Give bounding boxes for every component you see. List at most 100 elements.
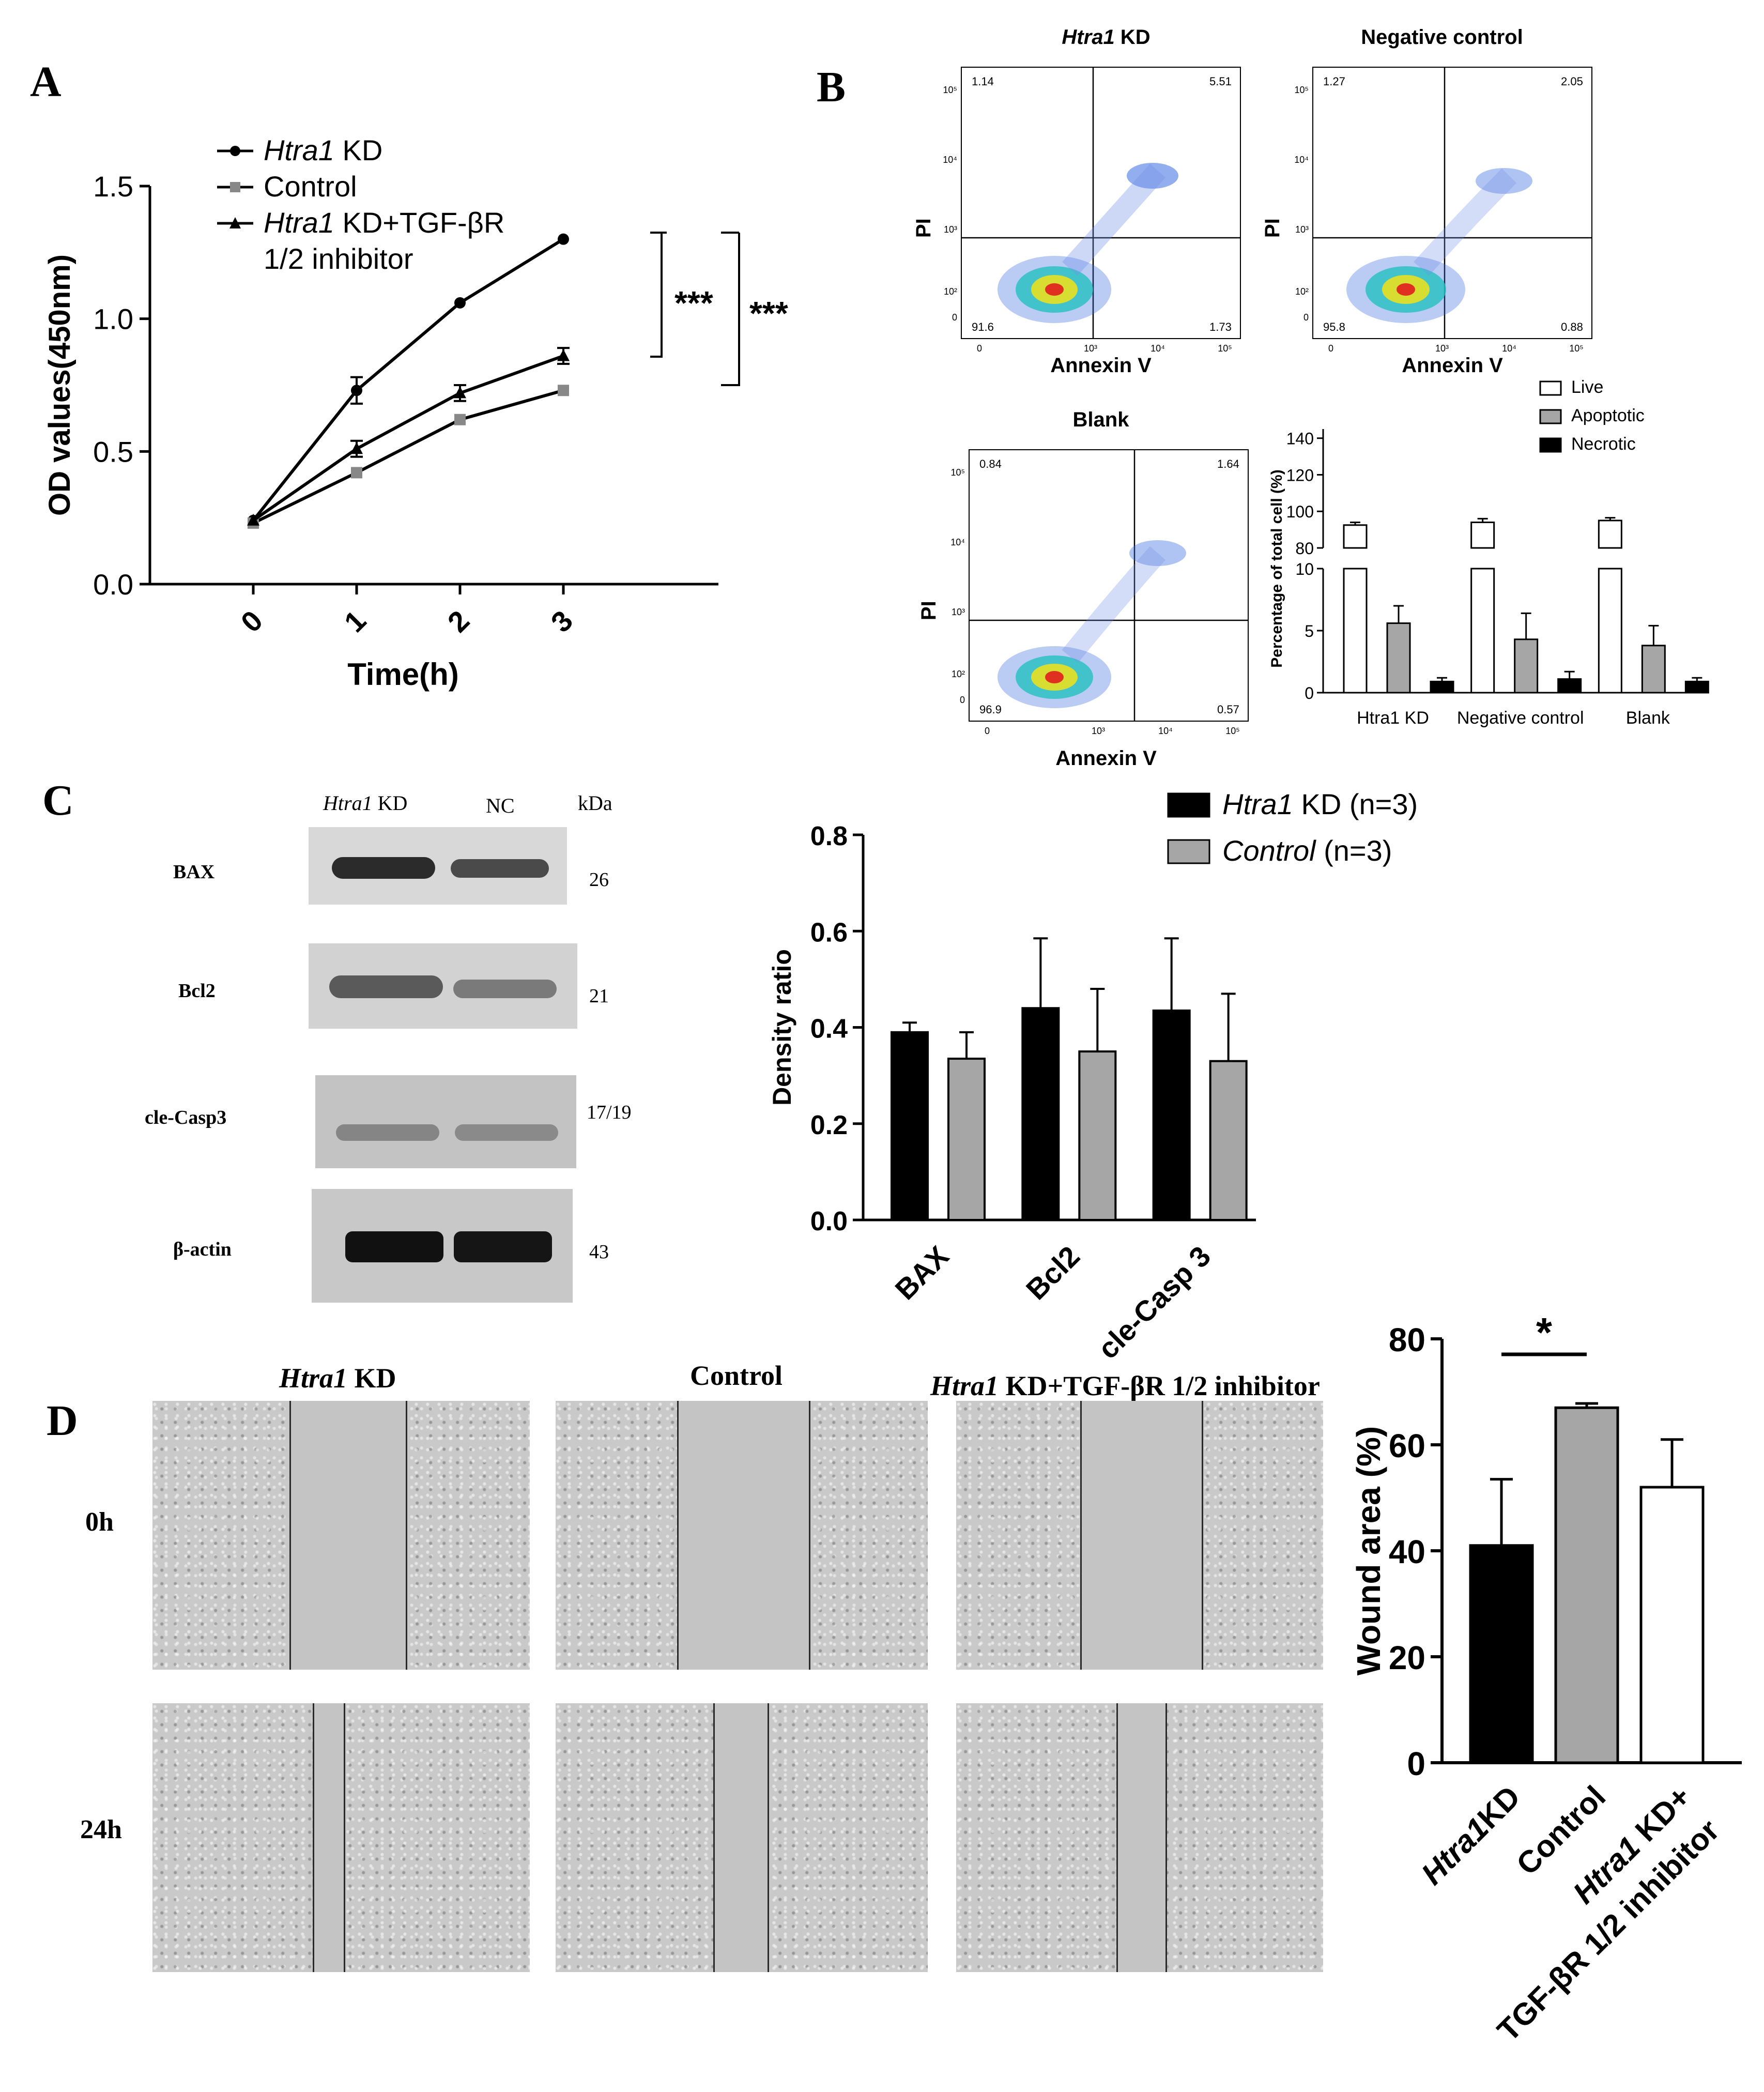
b-y-tick-label: 80 [1295, 539, 1314, 558]
d-y-tick-label: 20 [1389, 1639, 1425, 1676]
micrograph-control-24h [556, 1703, 928, 1972]
c-bar [1021, 1007, 1060, 1221]
a-point [454, 414, 466, 425]
legend-a-1: Htra1 KD [264, 134, 382, 166]
b-x-tick-label: Negative control [1457, 708, 1584, 728]
c-x-tick-label: BAX [888, 1240, 955, 1306]
d-y-tick-label: 40 [1389, 1533, 1425, 1570]
svg-text:0: 0 [1303, 312, 1309, 323]
svg-text:95.8: 95.8 [1323, 320, 1345, 333]
row-label-0h: 0h [85, 1507, 114, 1537]
svg-text:10³: 10³ [1435, 343, 1449, 354]
svg-text:0.84: 0.84 [979, 457, 1002, 470]
a-y-tick-label: 0.0 [93, 568, 133, 601]
b-bar [1514, 638, 1539, 694]
a-point [351, 467, 362, 479]
sig-bracket-a1 [650, 232, 667, 358]
a-y-tick-label: 1.0 [93, 303, 133, 335]
svg-text:PI: PI [912, 218, 935, 238]
panel-letter-d: D [47, 1397, 78, 1445]
b-bar [1430, 680, 1454, 694]
legend-a-3b: 1/2 inhibitor [264, 242, 413, 275]
a-point [350, 442, 363, 454]
column-title-control: Control [690, 1360, 783, 1391]
svg-text:10⁵: 10⁵ [1218, 343, 1232, 354]
blot-header-kda: kDa [578, 791, 612, 815]
svg-text:0: 0 [960, 695, 965, 705]
chart-c: 0.0 0.2 0.4 0.6 0.8 Density ratio BAX Bcl2 cle-C… [768, 788, 1418, 1365]
b-bar [1557, 678, 1582, 694]
blot-size-bax: 26 [589, 869, 609, 891]
d-bar [1554, 1406, 1619, 1764]
a-y-label: OD values(450nm) [43, 254, 76, 516]
b-bar [1641, 645, 1666, 694]
a-point [558, 385, 569, 396]
c-bar [1209, 1060, 1248, 1221]
b-bar [1598, 520, 1622, 549]
svg-text:10³: 10³ [944, 224, 957, 235]
b-bar [1598, 568, 1622, 694]
svg-text:Blank: Blank [1073, 408, 1130, 431]
svg-text:10³: 10³ [1084, 343, 1097, 354]
blot-label-beta-actin: β-actin [173, 1239, 232, 1260]
svg-text:1.14: 1.14 [972, 75, 994, 88]
svg-text:0: 0 [985, 726, 990, 736]
svg-text:10⁴: 10⁴ [943, 155, 957, 165]
svg-text:10³: 10³ [1092, 726, 1105, 736]
b-y-tick-label: 120 [1286, 466, 1314, 484]
d-y-label: Wound area (%) [1350, 1426, 1387, 1675]
b-y-tick-label: 100 [1286, 502, 1314, 521]
b-bar [1470, 568, 1495, 694]
svg-text:10⁴: 10⁴ [1294, 155, 1309, 165]
b-x-tick-label: Blank [1626, 708, 1670, 728]
svg-text:10⁵: 10⁵ [951, 467, 965, 478]
row-label-24h: 24h [80, 1815, 122, 1844]
a-x-tick-label: 0 [235, 604, 269, 639]
blot-cle-casp3 [315, 1075, 576, 1168]
svg-text:Annexin V: Annexin V [1402, 354, 1503, 377]
d-y-tick-label: 0 [1407, 1745, 1425, 1782]
c-y-tick-label: 0.8 [810, 821, 848, 851]
d-y-tick-label: 80 [1389, 1321, 1425, 1358]
b-y-tick-label: 10 [1295, 560, 1314, 578]
svg-text:Annexin V: Annexin V [1055, 747, 1157, 770]
svg-text:0: 0 [977, 343, 982, 354]
a-series-line-2 [252, 389, 564, 525]
svg-text:PI: PI [917, 601, 940, 620]
svg-text:0: 0 [952, 312, 957, 323]
b-legend-swatch [1539, 380, 1562, 396]
svg-text:0.88: 0.88 [1561, 320, 1583, 333]
a-x-tick-label: 1 [338, 604, 373, 639]
sig-a1: *** [674, 284, 713, 322]
svg-text:10³: 10³ [952, 607, 965, 617]
b-bar [1343, 524, 1368, 549]
c-y-tick-label: 0.4 [810, 1014, 848, 1044]
micrograph-control-0h [556, 1401, 928, 1670]
d-y-tick-label: 60 [1389, 1427, 1425, 1464]
c-bar [1078, 1050, 1117, 1221]
c-bar [947, 1058, 986, 1221]
blot-label-bcl2: Bcl2 [178, 980, 216, 1002]
blot-size-bcl2: 21 [589, 985, 609, 1007]
c-x-tick-label: cle-Casp 3 [1092, 1240, 1217, 1365]
b-y-tick-label: 0 [1305, 684, 1314, 703]
svg-text:0: 0 [1328, 343, 1333, 354]
d-sig-star: * [1536, 1309, 1553, 1355]
b-legend-swatch [1539, 437, 1562, 453]
column-title-htra1: Htra1 KD [279, 1363, 396, 1394]
c-bar [1152, 1009, 1191, 1221]
c-y-tick-label: 0.2 [810, 1110, 848, 1140]
a-point [247, 513, 259, 526]
c-y-tick-label: 0.6 [810, 918, 848, 948]
svg-text:1.64: 1.64 [1217, 457, 1239, 470]
a-y-tick-label: 0.5 [93, 435, 133, 468]
micrograph-htra1-0h [152, 1401, 530, 1670]
panel-letter-b: B [817, 63, 846, 111]
svg-text:10⁵: 10⁵ [1225, 726, 1239, 736]
micrograph-inhibitor-24h [956, 1703, 1323, 1972]
c-bar [891, 1031, 929, 1221]
a-x-label: Time(h) [347, 657, 459, 692]
b-bar [1470, 521, 1495, 549]
a-x-tick-label: 3 [545, 604, 579, 639]
